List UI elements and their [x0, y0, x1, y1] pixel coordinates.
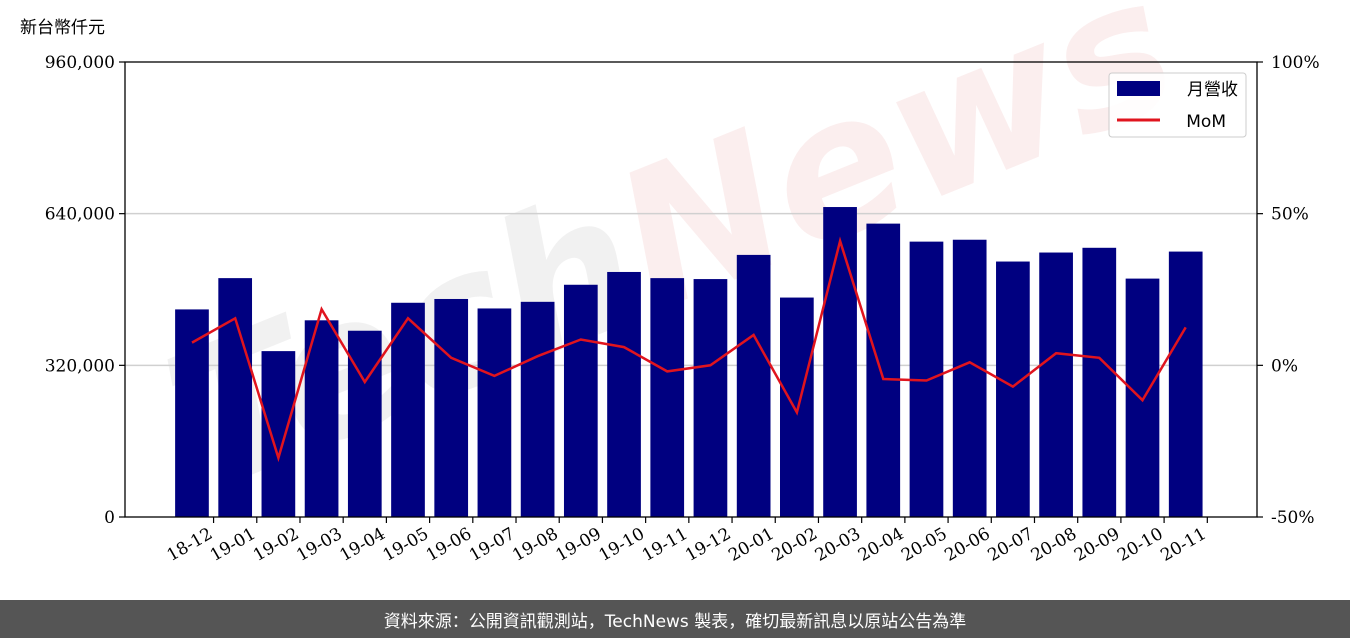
source-footer-text: 資料來源：公開資訊觀測站，TechNews 製表，確切最新訊息以原站公告為準 [383, 611, 967, 632]
right-tick-label: 0% [1271, 356, 1298, 376]
left-axis: 0 320,000 640,000 960,000 [45, 53, 125, 528]
revenue-bar [736, 254, 771, 517]
revenue-bar [218, 278, 253, 517]
revenue-bar [347, 330, 382, 517]
x-tick-label: 19-06 [423, 524, 475, 566]
revenue-bar [607, 271, 641, 517]
x-tick-label: 20-07 [985, 524, 1037, 566]
x-tick-label: 19-02 [250, 524, 302, 566]
x-tick-label: 19-11 [639, 524, 691, 566]
revenue-bar [1082, 247, 1117, 517]
revenue-bar [434, 298, 469, 517]
left-tick-label: 320,000 [45, 356, 115, 376]
left-tick-label: 960,000 [45, 53, 115, 73]
x-tick-label: 20-11 [1157, 524, 1209, 566]
revenue-bar [650, 278, 685, 517]
x-tick-label: 19-10 [596, 524, 648, 566]
x-tick-label: 19-12 [682, 524, 734, 566]
revenue-bar [693, 279, 728, 517]
line-series [191, 236, 1187, 463]
x-tick-label: 20-08 [1028, 524, 1080, 566]
revenue-chart: 新台幣仟元 0 320,000 640,000 960,000 -50% 0% 50% 10… [20, 18, 1320, 566]
x-tick-label: 19-08 [509, 524, 561, 566]
revenue-bar [1168, 251, 1203, 518]
right-tick-label: 50% [1271, 205, 1309, 225]
revenue-bar [823, 207, 857, 517]
x-tick-label: 19-09 [552, 524, 604, 566]
right-tick-label: -50% [1271, 508, 1315, 528]
source-footer: 資料來源：公開資訊觀測站，TechNews 製表，確切最新訊息以原站公告為準 [0, 600, 1350, 638]
x-axis: 18-1219-0119-0219-0319-0419-0519-0619-07… [164, 517, 1210, 566]
revenue-bar [996, 261, 1030, 517]
revenue-bar [391, 302, 425, 517]
revenue-bar [1039, 252, 1073, 517]
revenue-bar [304, 320, 339, 517]
x-tick-label: 19-07 [466, 524, 518, 566]
revenue-bar [952, 239, 987, 517]
bar-series [175, 207, 1203, 518]
left-tick-label: 640,000 [45, 205, 115, 225]
mom-line [191, 236, 1187, 463]
legend-label-revenue: 月營收 [1187, 80, 1238, 100]
revenue-bar [780, 297, 814, 517]
x-tick-label: 20-04 [855, 524, 907, 566]
revenue-bar [866, 223, 901, 517]
revenue-bar [520, 301, 555, 517]
revenue-bar [261, 351, 296, 517]
right-tick-label: 100% [1271, 53, 1320, 73]
x-tick-label: 20-09 [1071, 524, 1123, 566]
x-tick-label: 19-04 [336, 524, 388, 566]
x-tick-label: 19-01 [207, 524, 259, 566]
legend-swatch-revenue [1117, 81, 1160, 96]
x-tick-label: 20-10 [1114, 524, 1166, 566]
x-tick-label: 20-02 [769, 524, 821, 566]
x-tick-label: 20-03 [812, 524, 864, 566]
x-tick-label: 20-01 [725, 524, 777, 566]
x-tick-label: 19-03 [293, 524, 345, 566]
legend: 月營收 MoM [1108, 72, 1247, 138]
x-tick-label: 20-05 [898, 524, 950, 566]
plot-frame [124, 61, 1258, 518]
x-tick-label: 18-12 [164, 524, 216, 566]
x-tick-label: 19-05 [380, 524, 432, 566]
revenue-bar [563, 284, 598, 517]
left-tick-label: 0 [104, 508, 115, 528]
right-axis: -50% 0% 50% 100% [1257, 53, 1320, 528]
left-axis-unit-label: 新台幣仟元 [20, 18, 105, 38]
x-tick-label: 20-06 [941, 524, 993, 566]
revenue-bar [477, 308, 512, 517]
legend-label-mom: MoM [1186, 112, 1226, 132]
revenue-bar [175, 309, 209, 517]
